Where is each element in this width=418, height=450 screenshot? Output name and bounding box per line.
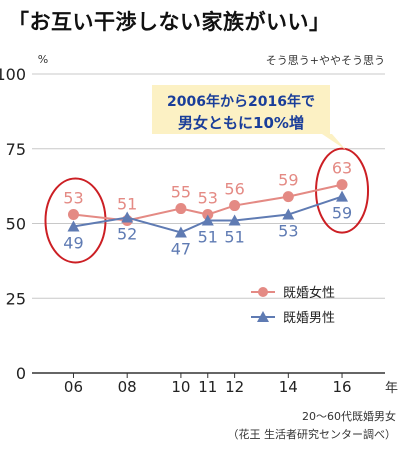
x-tick-label: 10 bbox=[171, 378, 190, 396]
data-label: 55 bbox=[171, 183, 191, 202]
x-tick-label: 08 bbox=[118, 378, 137, 396]
x-axis-ticks: 06 08 10 11 12 14 16 bbox=[64, 373, 352, 396]
legend-label-male: 既婚男性 bbox=[283, 311, 335, 326]
chart-title: 「お互い干渉しない家族がいい」 bbox=[8, 10, 331, 34]
y-tick-label: 75 bbox=[6, 140, 26, 159]
plot-area: 53 51 55 53 56 59 63 49 52 47 51 51 53 59 bbox=[44, 147, 370, 264]
data-label: 51 bbox=[198, 228, 218, 247]
legend-label-female: 既婚女性 bbox=[283, 285, 335, 301]
data-point bbox=[228, 214, 241, 226]
data-point bbox=[282, 208, 295, 220]
y-tick-label: 25 bbox=[6, 289, 26, 308]
data-point bbox=[67, 220, 80, 232]
data-label: 47 bbox=[171, 239, 191, 258]
y-axis-unit: % bbox=[38, 53, 48, 66]
callout-line1: 2006年から2016年で bbox=[167, 93, 315, 110]
footnote-sample: 20～60代既婚男女 bbox=[302, 409, 396, 423]
x-axis-unit: 年 bbox=[385, 381, 398, 396]
x-tick-label: 11 bbox=[198, 378, 217, 396]
data-point bbox=[174, 226, 187, 238]
data-label: 49 bbox=[63, 233, 83, 252]
x-tick-label: 16 bbox=[332, 378, 351, 396]
data-point bbox=[201, 214, 214, 226]
data-label: 52 bbox=[117, 225, 137, 244]
data-point bbox=[175, 203, 187, 215]
data-label: 56 bbox=[224, 180, 244, 199]
data-point bbox=[121, 211, 134, 223]
y-tick-label: 0 bbox=[16, 364, 26, 383]
data-point bbox=[336, 190, 349, 202]
footnote-source: （花王 生活者研究センター調べ） bbox=[228, 427, 397, 441]
x-tick-label: 12 bbox=[225, 378, 244, 396]
y-tick-label: 50 bbox=[6, 215, 26, 234]
data-label: 63 bbox=[332, 159, 352, 178]
data-point bbox=[336, 179, 348, 191]
data-label: 51 bbox=[117, 195, 137, 214]
y-axis-ticks: 0 25 50 75 100 bbox=[0, 65, 26, 383]
x-tick-label: 14 bbox=[279, 378, 298, 396]
data-label: 53 bbox=[63, 189, 83, 208]
x-tick-label: 06 bbox=[64, 378, 83, 396]
data-label: 53 bbox=[198, 189, 218, 208]
subtitle: そう思う+ややそう思う bbox=[266, 54, 385, 67]
data-label: 59 bbox=[278, 171, 298, 190]
data-label: 59 bbox=[332, 204, 352, 223]
data-point bbox=[282, 191, 294, 203]
legend-marker-female bbox=[258, 287, 268, 297]
data-label: 53 bbox=[278, 222, 298, 241]
data-label: 51 bbox=[224, 228, 244, 247]
y-tick-label: 100 bbox=[0, 65, 26, 84]
callout-box: 2006年から2016年で 男女ともに10%増 bbox=[152, 85, 346, 150]
data-point bbox=[67, 209, 79, 221]
data-point bbox=[229, 200, 241, 212]
callout-line2: 男女ともに10%増 bbox=[178, 114, 304, 132]
legend: 既婚女性 既婚男性 bbox=[251, 285, 335, 326]
legend-marker-male bbox=[257, 311, 269, 322]
